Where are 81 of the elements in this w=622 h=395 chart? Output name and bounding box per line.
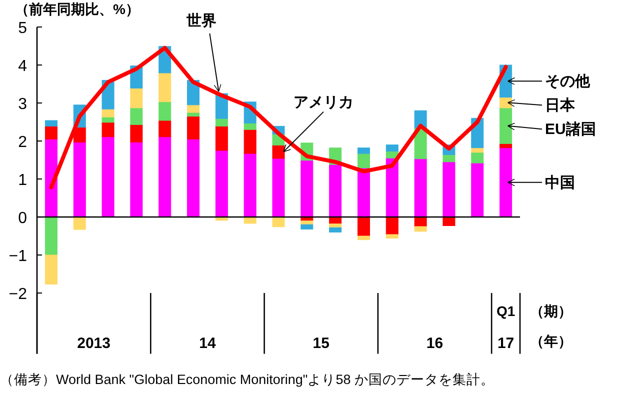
bar — [187, 104, 200, 113]
bar — [187, 138, 200, 218]
bar — [158, 120, 172, 138]
bar — [329, 227, 342, 232]
bar — [158, 102, 172, 121]
bar — [300, 160, 314, 218]
text: アメリカ — [294, 94, 354, 111]
bar — [471, 162, 484, 218]
bar — [130, 88, 143, 108]
y-tick-label: 4 — [18, 58, 28, 75]
bar — [386, 216, 398, 235]
bar — [414, 158, 427, 218]
annotation: 16 — [426, 334, 444, 352]
bar — [158, 72, 172, 102]
line-series — [49, 46, 508, 190]
bar — [44, 216, 58, 256]
y-tick-label: 2 — [18, 134, 28, 151]
bar — [386, 144, 398, 152]
bar — [102, 122, 114, 138]
bar — [44, 138, 58, 218]
bar — [73, 142, 86, 218]
bar — [300, 220, 314, 225]
text: （年） — [530, 332, 572, 349]
y-axis-title: （前年同期比、%） — [15, 1, 140, 17]
bar — [102, 116, 114, 123]
bar — [414, 226, 427, 232]
text: 日本 — [545, 97, 576, 114]
bar — [500, 97, 512, 108]
bar — [357, 153, 370, 168]
bar — [329, 164, 342, 218]
bar — [442, 154, 456, 162]
bar — [272, 216, 285, 228]
x-tick-label: Q1 — [496, 303, 516, 319]
bar — [44, 126, 58, 140]
y-tick-label: 3 — [18, 96, 28, 113]
bar — [442, 162, 456, 218]
bar — [187, 116, 200, 140]
bar — [357, 216, 370, 236]
bar — [500, 148, 512, 218]
text: （備考）World Bank "Global Economic Monitoring"より58 か国のデータを集計。 — [0, 372, 494, 387]
bar — [215, 126, 228, 151]
annotation: 14 — [199, 334, 216, 352]
bar — [244, 122, 256, 130]
bar — [272, 158, 285, 218]
bar — [272, 144, 285, 159]
bar — [244, 129, 256, 154]
bar — [244, 153, 256, 218]
bar — [500, 108, 512, 144]
bar — [130, 142, 143, 218]
bar — [471, 152, 484, 164]
bar — [244, 216, 256, 224]
y-tick-label: 0 — [18, 210, 28, 227]
series-label: 世界 — [186, 12, 217, 30]
bar — [386, 234, 398, 239]
text: その他 — [545, 73, 591, 90]
bar — [158, 136, 172, 218]
annotation: 17 — [497, 334, 514, 352]
bar — [44, 120, 58, 126]
annotation: 2013 — [77, 334, 111, 352]
bar — [300, 224, 314, 230]
text: EU諸国 — [545, 121, 596, 138]
y-tick-label: −1 — [8, 248, 28, 265]
annotation: 15 — [312, 334, 330, 352]
bar — [215, 150, 228, 218]
bar — [130, 124, 143, 142]
bar — [44, 254, 58, 285]
bar — [102, 108, 114, 118]
bar — [386, 158, 398, 218]
bar — [329, 224, 342, 228]
bar — [357, 148, 370, 154]
bar — [215, 118, 228, 126]
bar — [357, 236, 370, 240]
bar — [102, 136, 114, 218]
y-tick-label: 5 — [18, 20, 28, 37]
y-tick-label: −2 — [8, 286, 28, 303]
bar — [442, 216, 456, 226]
bar — [73, 216, 86, 230]
bar — [130, 108, 143, 125]
text: （期） — [530, 303, 572, 319]
y-tick-label: 1 — [18, 172, 28, 189]
text: 中国 — [545, 174, 575, 192]
